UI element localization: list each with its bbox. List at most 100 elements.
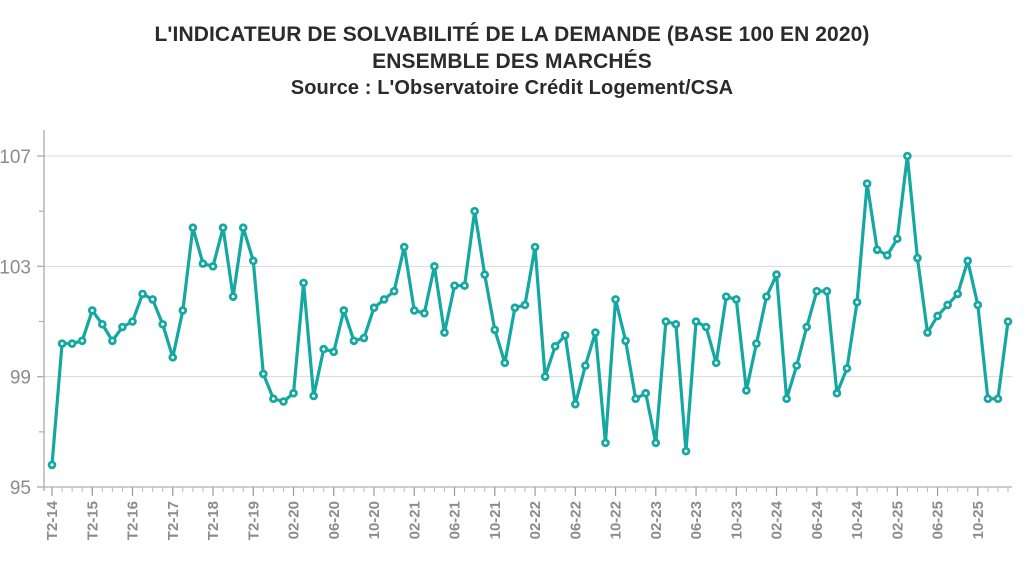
data-point-center [372,306,376,310]
data-point-center [754,342,758,346]
data-point-center [825,289,829,293]
data-point-center [231,295,235,299]
data-point-center [141,292,145,296]
data-point-center [815,289,819,293]
data-point-center [996,397,1000,401]
data-point-center [332,350,336,354]
data-point-center [302,281,306,285]
x-tick-label: 10-23 [728,501,745,539]
x-tick-label: 06-24 [809,500,826,539]
data-point-center [181,308,185,312]
data-point-center [835,391,839,395]
data-point-center [785,397,789,401]
data-point-center [936,314,940,318]
chart-title-line2: ENSEMBLE DES MARCHÉS [372,49,652,73]
data-point-center [956,292,960,296]
x-tick-label: 02-25 [889,501,906,539]
x-tick-label: T2-16 [125,501,142,540]
data-point-center [573,402,577,406]
data-point-center [533,245,537,249]
y-tick-label: 107 [0,147,31,168]
data-point-center [795,364,799,368]
data-point-center [151,297,155,301]
data-point-center [845,366,849,370]
data-point-center [281,399,285,403]
data-point-center [624,339,628,343]
x-tick-label: T2-19 [245,501,262,540]
x-tick-label: T2-18 [205,501,222,540]
data-point-center [764,295,768,299]
data-point-center [70,342,74,346]
data-point-center [362,336,366,340]
data-point-center [805,325,809,329]
data-point-center [221,226,225,230]
data-point-center [976,303,980,307]
x-tick-label: 06-20 [326,501,343,539]
data-point-center [513,306,517,310]
y-tick-label: 95 [10,478,31,499]
x-tick-label: T2-17 [165,501,182,540]
data-point-center [704,325,708,329]
data-point-center [110,339,114,343]
data-point-center [442,331,446,335]
data-point-center [714,361,718,365]
data-point-center [211,264,215,268]
data-point-center [654,441,658,445]
data-point-center [724,295,728,299]
x-tick-label: 10-24 [849,500,866,539]
data-point-center [694,320,698,323]
y-tick-label: 99 [10,368,31,389]
x-tick-label: 06-25 [930,501,947,539]
data-point-center [664,320,668,323]
data-point-center [131,320,135,323]
data-point-center [775,273,779,277]
data-point-center [543,375,547,379]
data-point-center [875,248,879,252]
x-tick-label: 10-21 [487,501,504,539]
data-point-center [915,256,919,260]
data-point-center [905,154,909,158]
chart-title-line1: L'INDICATEUR DE SOLVABILITÉ DE LA DEMAND… [154,23,870,46]
x-tick-label: 10-25 [970,501,987,539]
data-point-center [744,388,748,392]
data-point-center [473,209,477,213]
data-point-center [1006,320,1010,323]
data-point-center [422,311,426,315]
data-point-center [966,259,970,263]
data-point-center [342,308,346,312]
data-point-center [402,245,406,249]
data-point-center [523,303,527,307]
data-point-center [593,331,597,335]
data-point-center [271,397,275,401]
x-tick-label: T2-15 [84,501,101,540]
x-tick-label: 06-21 [447,501,464,539]
data-line [50,154,1010,467]
data-point-center [382,297,386,301]
data-point-center [734,297,738,301]
data-point-center [322,347,326,351]
data-point-center [412,308,416,312]
data-point-center [483,273,487,277]
data-point-center [50,463,54,467]
data-point-center [684,449,688,453]
x-tick-label: 06-23 [688,501,705,539]
data-point-center [453,284,457,288]
data-point-center [352,339,356,343]
x-tick-label: 02-21 [406,501,423,539]
data-point-center [885,253,889,257]
data-point-center [191,226,195,230]
data-point-center [100,322,104,326]
data-point-center [614,297,618,301]
data-point-center [493,328,497,332]
data-point-center [563,333,567,337]
data-point-center [674,322,678,326]
data-point-center [251,259,255,263]
data-point-center [583,364,587,368]
data-point-center [986,397,990,401]
data-point-center [925,331,929,335]
data-point-center [60,342,64,346]
data-point-center [312,394,316,398]
